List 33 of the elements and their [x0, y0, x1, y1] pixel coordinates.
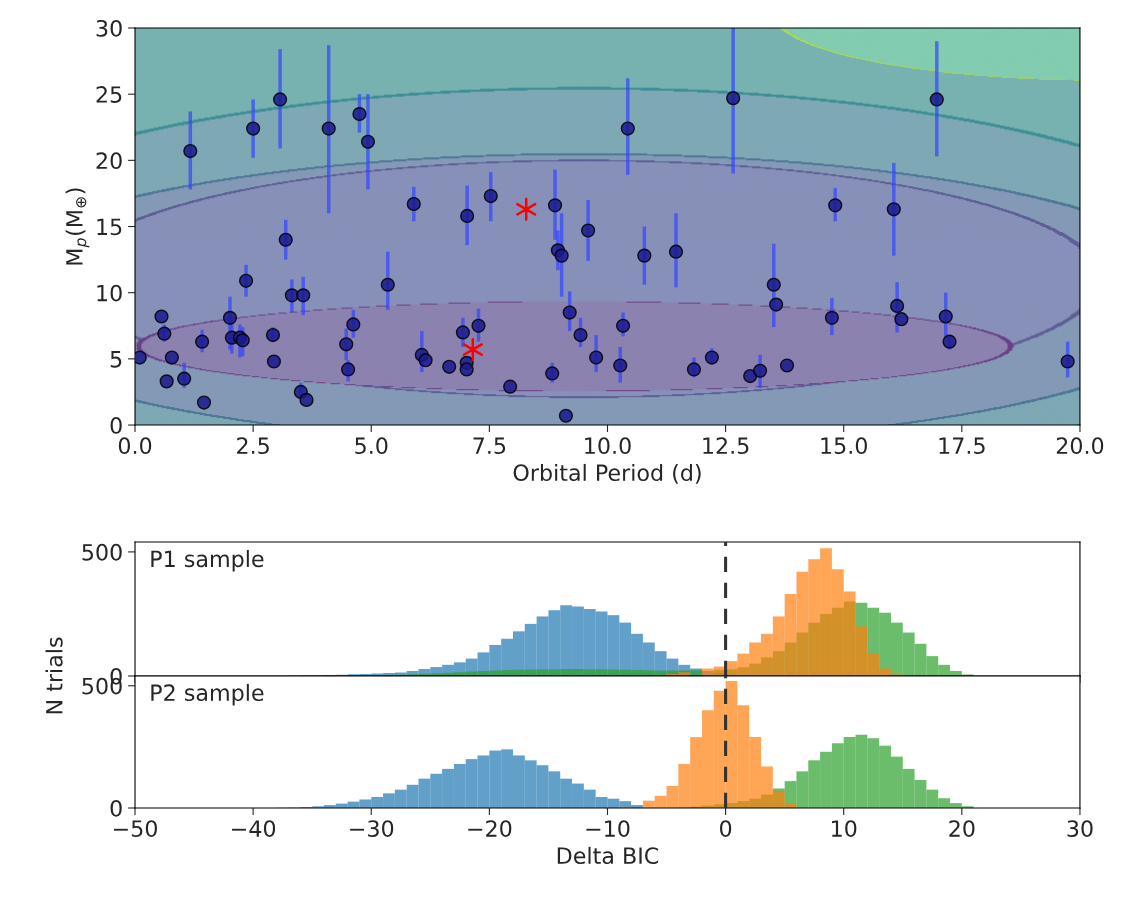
x-tick-label: 30 — [1067, 820, 1093, 838]
y-tick-label: 30 — [96, 19, 122, 37]
y-tick-label: 20 — [96, 152, 122, 170]
x-tick-label: 5.0 — [355, 437, 388, 455]
x-tick-label: −30 — [350, 820, 394, 838]
x-tick-label: −50 — [113, 820, 157, 838]
y-axis-title: N trials — [45, 637, 63, 714]
annotation: P1 sample — [151, 550, 264, 572]
x-tick-label: 15.0 — [821, 437, 867, 455]
x-tick-label: 7.5 — [473, 437, 506, 455]
y-tick-label: 15 — [97, 218, 122, 236]
x-tick-label: 12.5 — [703, 437, 749, 455]
x-tick-label: 0 — [720, 820, 732, 838]
y-tick-label: 0 — [110, 799, 122, 817]
x-tick-label: −40 — [232, 820, 276, 838]
x-axis-title: Orbital Period (d) — [513, 463, 701, 484]
x-tick-label: 20.0 — [1056, 437, 1104, 455]
x-tick-label: −20 — [468, 820, 512, 838]
x-tick-label: 2.5 — [237, 437, 269, 455]
y-tick-label: 0 — [110, 416, 122, 434]
annotation: P2 sample — [151, 683, 264, 706]
y-tick-label: 500 — [82, 543, 122, 561]
x-tick-label: 10.0 — [585, 437, 631, 455]
x-tick-label: 17.5 — [939, 437, 985, 455]
y-tick-label: 10 — [97, 284, 122, 302]
x-axis-title: Delta BIC — [557, 846, 659, 865]
y-tick-label: 5 — [110, 351, 122, 368]
x-tick-label: −10 — [586, 820, 630, 838]
x-tick-label: 0.0 — [118, 437, 152, 455]
y-axis-title: M$_{p}$(M$_{⊕}$) — [65, 188, 90, 265]
x-tick-label: 20 — [949, 820, 975, 838]
x-tick-label: 10 — [832, 820, 857, 838]
y-tick-label: 25 — [96, 86, 122, 103]
